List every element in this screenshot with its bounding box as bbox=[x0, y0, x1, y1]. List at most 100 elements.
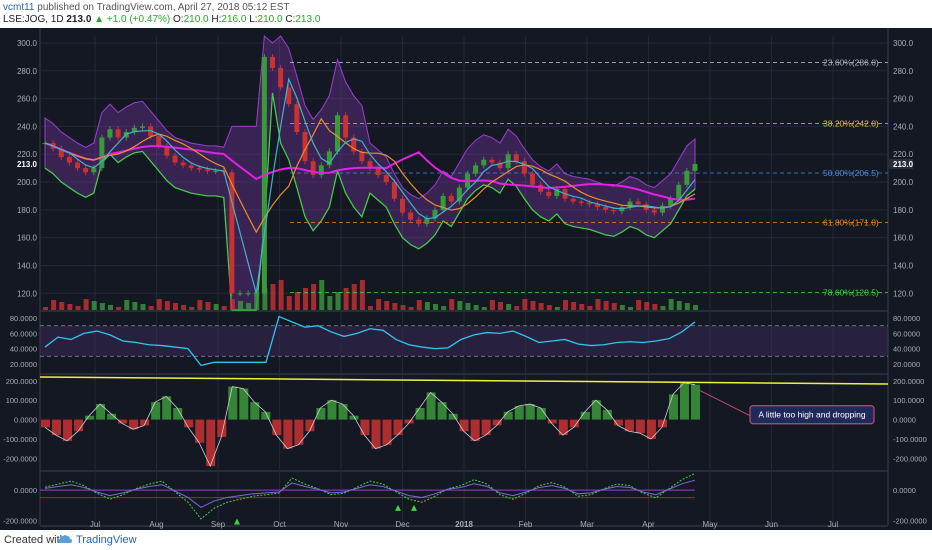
candle-body bbox=[481, 159, 487, 166]
momentum-bar bbox=[184, 419, 194, 428]
moving-averages bbox=[44, 77, 696, 294]
momentum-outline bbox=[44, 382, 696, 468]
candle-body bbox=[294, 104, 300, 132]
symbol-label: LSE:JOG, 1D bbox=[3, 14, 64, 25]
volume-bar bbox=[433, 304, 438, 310]
fib-label: 61.80%(171.0) bbox=[823, 217, 879, 227]
x-tick-label: Dec bbox=[395, 520, 409, 529]
momentum-bar bbox=[250, 402, 260, 420]
osc-tick-label-right: 0.0000 bbox=[893, 486, 916, 495]
x-tick-label: Jul bbox=[90, 520, 100, 529]
volume-bar bbox=[164, 301, 170, 310]
momentum-bar bbox=[470, 419, 480, 441]
chart-svg[interactable]: 23.60%(286.0) 38.20%(242.0) 50.00%(206.5) 6… bbox=[0, 28, 932, 530]
candle-body bbox=[343, 115, 349, 138]
volume-bar bbox=[75, 306, 81, 310]
momentum-bar bbox=[195, 419, 205, 443]
candle-body bbox=[489, 159, 495, 163]
volume-bar bbox=[449, 299, 455, 310]
volume-bar bbox=[132, 302, 138, 310]
volume-bar bbox=[148, 306, 154, 310]
tradingview-brand[interactable]: TradingView bbox=[76, 534, 137, 546]
close-label: C: bbox=[285, 14, 296, 25]
candle-body bbox=[400, 198, 405, 213]
x-tick-label: Jun bbox=[765, 520, 778, 529]
volume-bar bbox=[676, 301, 682, 310]
x-tick-label: Sep bbox=[211, 520, 226, 529]
candle-body bbox=[367, 161, 373, 169]
volume-bar bbox=[603, 301, 609, 310]
rsi-tick-label: 20.0000 bbox=[10, 360, 37, 369]
candle-body bbox=[611, 209, 617, 212]
candle-body bbox=[253, 293, 259, 295]
candle-body bbox=[432, 209, 438, 219]
momentum-bar bbox=[52, 419, 62, 436]
y-tick-label: 280.0 bbox=[17, 67, 38, 76]
momentum-tick-label-right: 100.0000 bbox=[893, 396, 924, 405]
momentum-bar bbox=[63, 419, 73, 441]
y-tick-label: 260.0 bbox=[17, 95, 38, 104]
momentum-bar bbox=[371, 419, 381, 449]
fib-label: 38.20%(242.0) bbox=[823, 119, 879, 129]
osc-tick-label: -200.0000 bbox=[3, 516, 37, 525]
y-tick-label-right: 140.0 bbox=[893, 261, 914, 270]
volume-bar bbox=[368, 306, 373, 310]
volume-bar bbox=[221, 306, 227, 310]
volume-bar bbox=[465, 303, 471, 310]
candle-body bbox=[318, 165, 324, 176]
volume-bar bbox=[156, 299, 162, 310]
candle-body bbox=[205, 169, 210, 171]
candle-body bbox=[383, 175, 389, 183]
volume-bar bbox=[481, 307, 487, 310]
price-value: 213.0 bbox=[66, 14, 92, 25]
x-tick-label: May bbox=[702, 520, 717, 529]
candle-body bbox=[278, 67, 284, 88]
fib-label: 78.60%(120.5) bbox=[823, 288, 879, 298]
candle-body bbox=[326, 151, 332, 166]
buy-signal-icon bbox=[395, 504, 401, 511]
volume-bar bbox=[563, 300, 568, 310]
momentum-bar bbox=[525, 404, 535, 420]
volume-bar bbox=[457, 301, 463, 310]
x-tick-label: 2018 bbox=[455, 520, 473, 529]
rsi-tick-label-right: 40.0000 bbox=[893, 345, 920, 354]
momentum-bar bbox=[107, 413, 117, 420]
volume-bar bbox=[644, 302, 650, 310]
momentum-bar bbox=[118, 419, 128, 424]
ma-mid-line bbox=[44, 117, 696, 234]
volume-bar bbox=[278, 280, 284, 310]
momentum-bar bbox=[679, 382, 689, 420]
volume-bars bbox=[43, 280, 698, 310]
candle-body bbox=[91, 168, 97, 173]
momentum-bar bbox=[624, 419, 634, 432]
candle-body bbox=[668, 198, 674, 206]
candle-body bbox=[66, 157, 72, 163]
rsi-tick-label: 80.0000 bbox=[10, 314, 37, 323]
osc-tick-label: 0.0000 bbox=[14, 486, 37, 495]
momentum-bar bbox=[294, 419, 304, 445]
y-tick-label-right: 180.0 bbox=[893, 206, 914, 215]
momentum-bar bbox=[404, 419, 414, 424]
high-label: H: bbox=[211, 14, 222, 25]
momentum-bar bbox=[580, 411, 590, 420]
annotation-box bbox=[749, 405, 875, 425]
ma-long-line bbox=[44, 142, 696, 201]
candle-body bbox=[530, 173, 535, 185]
axes: Jul Aug Sep Oct Nov Dec 2018 Feb Mar Apr May Jun Jul… bbox=[3, 39, 927, 529]
candle-body bbox=[570, 198, 576, 202]
momentum-bar bbox=[129, 419, 139, 430]
candle-body bbox=[148, 126, 154, 137]
candle-body bbox=[180, 162, 186, 166]
candle-body bbox=[554, 188, 560, 196]
chart-area[interactable]: 23.60%(286.0) 38.20%(242.0) 50.00%(206.5) 6… bbox=[0, 28, 932, 530]
author-link[interactable]: vcmt11 bbox=[3, 2, 35, 13]
candle-body bbox=[107, 129, 113, 138]
candle-body bbox=[521, 161, 527, 174]
volume-bar bbox=[351, 284, 357, 310]
momentum-bar bbox=[569, 419, 579, 428]
volume-bar bbox=[554, 307, 560, 310]
momentum-bar bbox=[602, 409, 612, 420]
buy-signal-icon bbox=[234, 518, 240, 525]
volume-bar bbox=[116, 307, 122, 310]
close-value: 213.0 bbox=[295, 14, 321, 25]
